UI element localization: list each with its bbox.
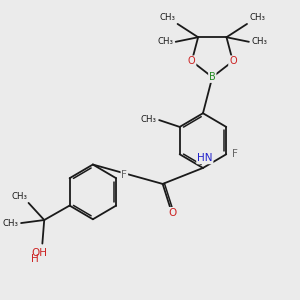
Text: F: F: [232, 149, 237, 159]
Text: CH₃: CH₃: [251, 37, 267, 46]
Text: HN: HN: [197, 153, 213, 164]
Text: B: B: [209, 72, 216, 82]
Text: O: O: [188, 56, 196, 66]
Text: CH₃: CH₃: [11, 192, 27, 201]
Text: CH₃: CH₃: [158, 37, 173, 46]
Text: H: H: [31, 254, 38, 264]
Text: F: F: [122, 170, 127, 180]
Text: O: O: [168, 208, 176, 218]
Text: O: O: [229, 56, 237, 66]
Text: CH₃: CH₃: [140, 115, 156, 124]
Text: OH: OH: [32, 248, 47, 258]
Text: CH₃: CH₃: [3, 219, 19, 228]
Text: CH₃: CH₃: [159, 14, 175, 22]
Text: CH₃: CH₃: [249, 14, 265, 22]
